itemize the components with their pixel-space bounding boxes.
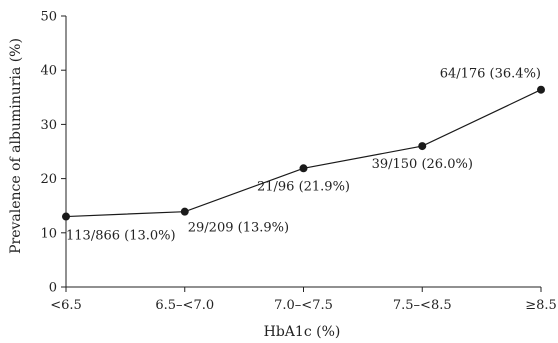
axes [65,16,541,288]
y-tick-label: 50 [40,10,57,25]
data-point [299,164,308,173]
y-tick-label: 40 [40,64,57,79]
x-axis-label: HbA1c (%) [264,324,341,340]
y-tick-label: 30 [40,118,57,133]
data-point [62,212,70,221]
data-point [537,85,545,94]
x-tick-label: 7.5–<8.5 [393,298,452,313]
x-tick-label: 6.5–<7.0 [155,298,214,313]
data-label: 21/96 (21.9%) [257,179,350,194]
data-label: 64/176 (36.4%) [440,67,541,82]
x-tick-label: ≥8.5 [525,298,557,313]
x-tick-label: 7.0–<7.5 [274,298,333,313]
y-tick-label: 20 [40,172,57,187]
series-group: 113/866 (13.0%) 29/209 (13.9%) 21/96 (21.9… [62,67,545,244]
series-line [65,89,542,218]
y-axis-label: Prevalence of albuminuria (%) [8,38,24,254]
x-axis-ticks: <6.5 6.5–<7.0 7.0–<7.5 7.5–<8.5 ≥8.5 [50,287,557,313]
data-label: 29/209 (13.9%) [188,221,289,236]
data-label: 113/866 (13.0%) [66,229,176,244]
data-point [418,142,427,151]
y-axis-ticks: 0 10 20 30 40 50 [40,10,66,296]
y-tick-label: 0 [49,281,57,296]
data-label: 39/150 (26.0%) [372,157,473,172]
y-tick-label: 10 [40,226,57,241]
data-point [180,207,189,216]
x-tick-label: <6.5 [50,298,82,313]
